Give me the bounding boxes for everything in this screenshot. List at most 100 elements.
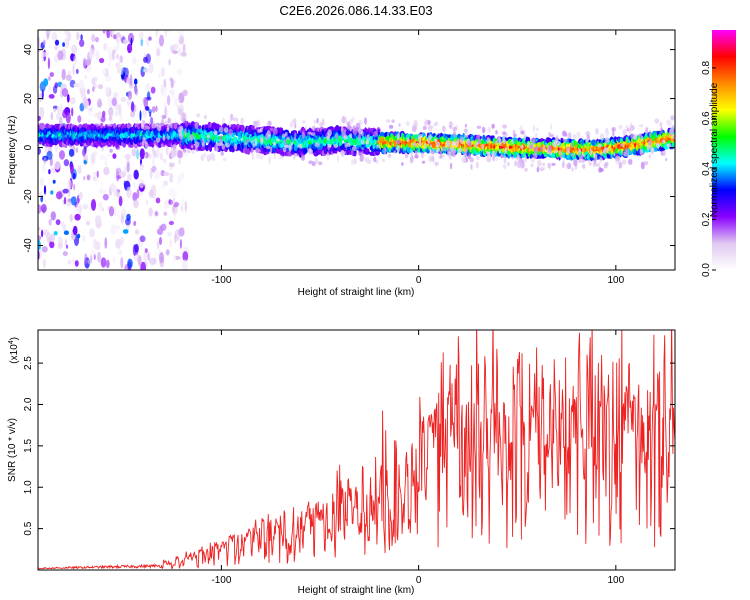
spectrogram-cell: [180, 114, 185, 122]
spectrogram-cell: [168, 187, 174, 197]
spectrogram-cell: [539, 167, 544, 172]
spectrogram-cell: [666, 143, 672, 148]
spectrogram-cell: [177, 177, 180, 186]
x-tick-label: -100: [211, 275, 231, 286]
spectrogram-cell: [340, 150, 345, 157]
spectrogram-cell: [77, 165, 82, 174]
spectrogram-cell: [161, 184, 166, 189]
spectrogram-cell: [173, 203, 178, 208]
spectrogram-cell: [108, 206, 115, 217]
spectrogram-cell: [220, 151, 224, 157]
spectrogram-cell: [670, 115, 675, 121]
spectrogram-cell: [254, 137, 258, 145]
spectrogram-cell: [449, 146, 455, 151]
spectrogram-cell: [46, 150, 53, 160]
spectrogram-cell: [38, 141, 42, 145]
spectrogram-cell: [559, 155, 563, 159]
spectrogram-cell: [69, 139, 75, 146]
spectrogram-cell: [138, 31, 144, 40]
spectrogram-cell: [126, 161, 130, 173]
spectrogram-cell: [161, 119, 164, 124]
spectrogram-cell: [638, 133, 642, 137]
spectrogram-cell: [428, 125, 434, 129]
spectrogram-cell: [142, 109, 147, 118]
spectrogram-cell: [648, 140, 653, 147]
spectrogram-cell: [579, 156, 583, 162]
spectrogram-cell: [145, 53, 151, 64]
spectrogram-cell: [282, 133, 286, 138]
spectrogram-cell: [585, 138, 589, 143]
spectrogram-cell: [273, 152, 276, 160]
spectrogram-cell: [671, 125, 675, 134]
spectrogram-cell: [151, 122, 157, 129]
spectrogram-cell: [102, 207, 105, 212]
spectrogram-cell: [230, 113, 234, 122]
spectrogram-cell: [576, 131, 581, 138]
spectrogram-cell: [80, 34, 83, 41]
spectrogram-cell: [118, 104, 122, 115]
spectrogram-cell: [133, 199, 139, 209]
spectrogram-cell: [189, 134, 194, 141]
spectrogram-cell: [52, 179, 56, 184]
spectrogram-cell: [72, 225, 78, 236]
spectrogram-cell: [136, 148, 139, 160]
spectrogram-cell: [163, 120, 168, 125]
spectrogram-cell: [166, 95, 171, 106]
spectrogram-cell: [108, 115, 112, 121]
spectrogram-cell: [146, 96, 152, 101]
spectrogram-cells: [38, 30, 675, 270]
spectrogram-cell: [90, 153, 96, 165]
spectrogram-cell: [373, 156, 377, 163]
spectrogram-cell: [153, 150, 158, 158]
spectrogram-cell: [178, 157, 181, 165]
spectrogram-cell: [173, 211, 176, 223]
spectrogram-cell: [164, 105, 167, 118]
spectrogram-cell: [196, 113, 201, 118]
spectrogram-cell: [346, 121, 350, 128]
spectrogram-cell: [116, 191, 120, 198]
spectrogram-cell: [96, 170, 99, 178]
spectrogram-cell: [143, 250, 148, 262]
spectrogram-cell: [412, 125, 417, 133]
spectrogram-cell: [521, 162, 525, 169]
spectrogram-cell: [174, 255, 181, 260]
y-tick-label: 0.5: [23, 521, 34, 535]
spectrogram-cell: [290, 141, 294, 146]
spectrogram-cell: [562, 138, 568, 143]
spectrogram-cell: [524, 167, 528, 172]
spectrogram-cell: [128, 123, 132, 128]
spectrogram-cell: [109, 30, 116, 36]
spectrogram-cell: [64, 30, 70, 36]
spectrogram-cell: [64, 238, 68, 247]
spectrogram-cell: [50, 190, 54, 195]
spectrogram-cell: [172, 149, 177, 157]
spectrogram-cell: [216, 142, 222, 147]
spectrogram-cell: [62, 88, 69, 97]
spectrogram-cell: [672, 142, 675, 147]
spectrogram-cell: [160, 70, 163, 76]
spectrogram-cell: [385, 119, 391, 123]
spectrogram-cell: [327, 129, 332, 137]
spectrogram-cell: [578, 148, 581, 157]
spectrogram-cell: [441, 125, 447, 133]
spectrogram-cell: [102, 30, 106, 34]
spectrogram-cell: [108, 106, 114, 117]
x-tick-label: 100: [607, 275, 624, 286]
spectrogram-cell: [298, 143, 303, 149]
spectrogram-cell: [661, 139, 666, 144]
spectrogram-cell: [279, 155, 284, 160]
spectrogram-cell: [93, 254, 96, 260]
spectrogram-cell: [467, 153, 472, 160]
spectrogram-cell: [136, 188, 140, 199]
spectrogram-cell: [533, 151, 538, 160]
spectrogram-cell: [110, 224, 117, 235]
y-tick-label: 40: [23, 44, 34, 56]
spectrogram-cell: [168, 220, 174, 226]
spectrogram-cell: [602, 149, 606, 154]
spectrogram-cell: [270, 146, 273, 154]
spectrogram-cell: [148, 62, 154, 74]
spectrogram-cell: [450, 162, 453, 170]
spectrogram-cell: [420, 151, 425, 159]
spectrogram-cell: [172, 254, 176, 263]
spectrogram-cell: [611, 127, 615, 132]
